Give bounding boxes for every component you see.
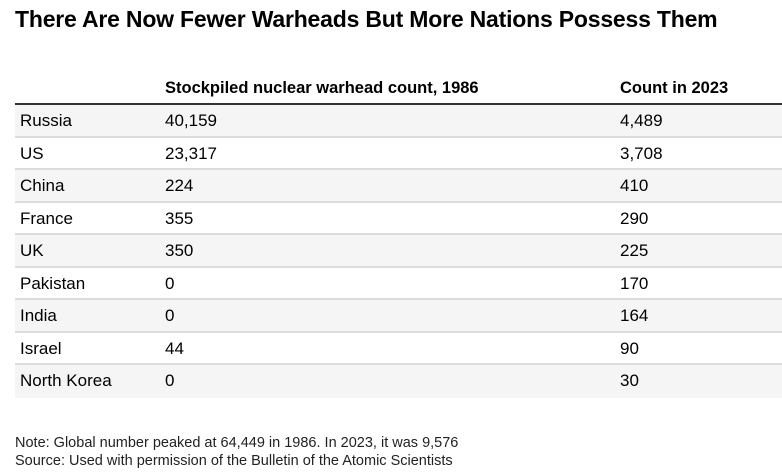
row-country: China bbox=[20, 176, 65, 195]
row-count-1986: 23,317 bbox=[165, 143, 217, 163]
table-row: Israel 44 90 bbox=[15, 333, 782, 365]
row-count-1986: 0 bbox=[165, 306, 175, 325]
row-country: Russia bbox=[20, 111, 72, 130]
row-country: North Korea bbox=[20, 371, 112, 390]
note-text: Note: Global number peaked at 64,449 in … bbox=[15, 435, 459, 451]
row-country: UK bbox=[20, 241, 44, 260]
table-header: Stockpiled nuclear warhead count, 1986 C… bbox=[15, 76, 782, 105]
row-count-2023: 90 bbox=[620, 338, 639, 358]
row-count-2023: 164 bbox=[620, 306, 649, 325]
row-count-2023: 290 bbox=[620, 208, 649, 228]
source-text: Source: Used with permission of the Bull… bbox=[15, 453, 453, 469]
header-count-1986: Stockpiled nuclear warhead count, 1986 bbox=[165, 79, 479, 97]
row-country: France bbox=[20, 208, 73, 228]
row-count-2023: 4,489 bbox=[620, 111, 663, 130]
table-row: UK 350 225 bbox=[15, 235, 782, 268]
row-country: Israel bbox=[20, 338, 62, 358]
row-count-1986: 40,159 bbox=[165, 111, 217, 130]
footer: Note: Global number peaked at 64,449 in … bbox=[15, 434, 458, 470]
chart-title: There Are Now Fewer Warheads But More Na… bbox=[15, 6, 718, 32]
row-count-1986: 224 bbox=[165, 176, 194, 195]
table-row: North Korea 0 30 bbox=[15, 365, 782, 398]
row-count-2023: 410 bbox=[620, 176, 649, 195]
row-count-2023: 225 bbox=[620, 241, 649, 260]
table-row: Russia 40,159 4,489 bbox=[15, 105, 782, 138]
table-row: US 23,317 3,708 bbox=[15, 138, 782, 170]
row-count-1986: 0 bbox=[165, 371, 175, 390]
row-count-1986: 355 bbox=[165, 208, 194, 228]
table-row: France 355 290 bbox=[15, 203, 782, 235]
row-count-2023: 170 bbox=[620, 273, 649, 293]
row-country: US bbox=[20, 143, 44, 163]
row-country: Pakistan bbox=[20, 273, 86, 293]
row-count-1986: 44 bbox=[165, 338, 184, 358]
table-body: Russia 40,159 4,489 US 23,317 3,708 China 224 41… bbox=[15, 105, 782, 398]
row-count-1986: 0 bbox=[165, 273, 175, 293]
row-count-2023: 3,708 bbox=[620, 143, 663, 163]
row-country: India bbox=[20, 306, 57, 325]
warhead-table: Stockpiled nuclear warhead count, 1986 C… bbox=[15, 76, 782, 398]
table-row: Pakistan 0 170 bbox=[15, 268, 782, 300]
table-row: India 0 164 bbox=[15, 300, 782, 333]
row-count-1986: 350 bbox=[165, 241, 194, 260]
row-count-2023: 30 bbox=[620, 371, 639, 390]
table-row: China 224 410 bbox=[15, 170, 782, 203]
header-count-2023: Count in 2023 bbox=[620, 79, 729, 97]
